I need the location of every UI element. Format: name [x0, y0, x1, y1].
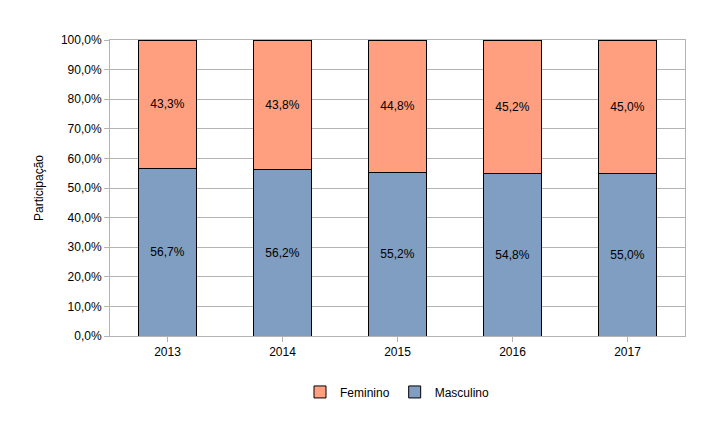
svg-text:0,0%: 0,0% [74, 329, 102, 343]
svg-text:Feminino: Feminino [340, 386, 390, 400]
svg-text:Participação: Participação [32, 155, 46, 221]
svg-text:50,0%: 50,0% [68, 181, 102, 195]
svg-text:10,0%: 10,0% [68, 300, 102, 314]
svg-text:45,2%: 45,2% [495, 100, 529, 114]
svg-text:40,0%: 40,0% [68, 211, 102, 225]
svg-text:2016: 2016 [499, 345, 526, 359]
svg-text:43,8%: 43,8% [265, 98, 299, 112]
svg-text:43,3%: 43,3% [150, 97, 184, 111]
svg-text:2015: 2015 [384, 345, 411, 359]
svg-text:55,0%: 55,0% [610, 248, 644, 262]
svg-text:56,7%: 56,7% [150, 245, 184, 259]
svg-text:Masculino: Masculino [435, 386, 489, 400]
svg-text:54,8%: 54,8% [495, 248, 529, 262]
svg-text:90,0%: 90,0% [68, 63, 102, 77]
svg-text:60,0%: 60,0% [68, 152, 102, 166]
svg-text:44,8%: 44,8% [380, 99, 414, 113]
svg-text:2013: 2013 [154, 345, 181, 359]
svg-text:70,0%: 70,0% [68, 122, 102, 136]
svg-text:80,0%: 80,0% [68, 92, 102, 106]
svg-text:30,0%: 30,0% [68, 240, 102, 254]
svg-text:2017: 2017 [614, 345, 641, 359]
svg-text:2014: 2014 [269, 345, 296, 359]
svg-text:45,0%: 45,0% [610, 100, 644, 114]
svg-text:100,0%: 100,0% [61, 33, 102, 47]
svg-text:56,2%: 56,2% [265, 246, 299, 260]
svg-text:55,2%: 55,2% [380, 247, 414, 261]
svg-text:20,0%: 20,0% [68, 270, 102, 284]
